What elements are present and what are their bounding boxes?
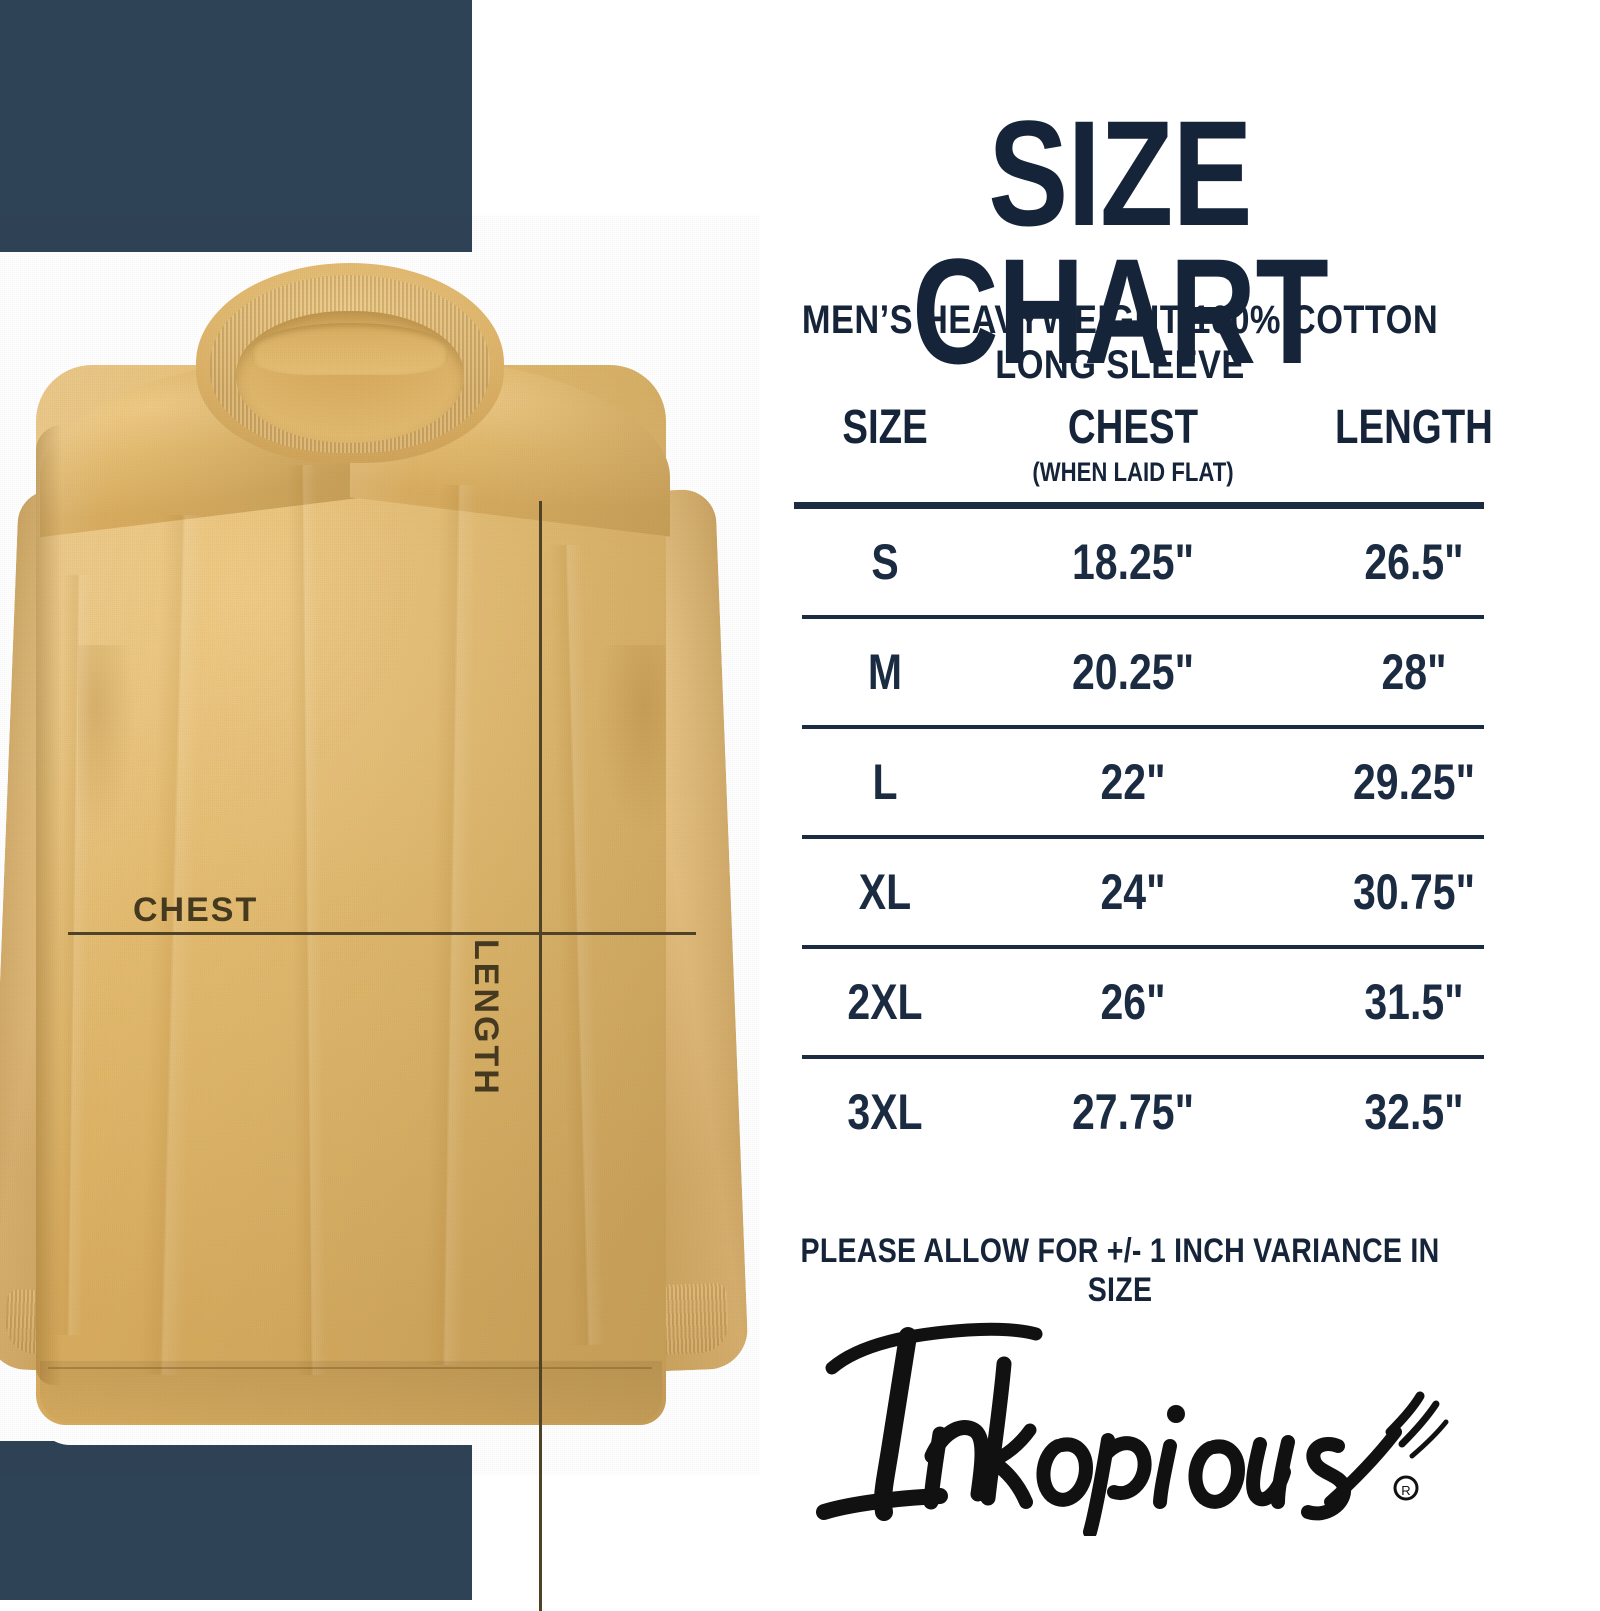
column-note-chest: (WHEN LAID FLAT) — [1032, 457, 1234, 487]
cell-chest: 24" — [1100, 864, 1166, 920]
page-title: SIZE CHART — [912, 89, 1329, 395]
cell-length: 31.5" — [1364, 974, 1464, 1030]
garment-photo: CHEST LENGTH — [0, 215, 774, 1611]
cell-length: 29.25" — [1352, 754, 1476, 810]
table-row: M 20.25" 28" — [780, 619, 1552, 725]
table-row: XL 24" 30.75" — [780, 839, 1552, 945]
column-header-chest: CHEST — [1067, 401, 1199, 454]
cell-size: 2XL — [847, 974, 923, 1030]
cell-length: 32.5" — [1364, 1084, 1464, 1140]
cell-size: L — [872, 754, 898, 810]
table-header-row: SIZE CHEST LENGTH — [780, 400, 1552, 455]
size-table: SIZE CHEST LENGTH (WHEN LAID FLAT) S 18.… — [780, 400, 1552, 1165]
cell-chest: 18.25" — [1071, 534, 1195, 590]
column-header-size: SIZE — [842, 401, 928, 454]
table-row-divider — [802, 1055, 1484, 1059]
table-header-rule — [794, 502, 1484, 509]
variance-disclaimer: PLEASE ALLOW FOR +/- 1 INCH VARIANCE IN … — [800, 1232, 1440, 1309]
table-row-divider — [802, 615, 1484, 619]
cell-length: 30.75" — [1352, 864, 1476, 920]
navy-accent-block-bottom — [0, 1441, 472, 1600]
table-row: L 22" 29.25" — [780, 729, 1552, 835]
table-row: 3XL 27.75" 32.5" — [780, 1059, 1552, 1165]
cell-chest: 22" — [1100, 754, 1166, 810]
inkopious-brand-logo: R — [790, 1306, 1470, 1536]
table-header-note-row: (WHEN LAID FLAT) — [780, 455, 1552, 488]
length-measurement-line — [539, 501, 542, 1611]
long-sleeve-shirt-illustration — [0, 215, 760, 1475]
armpit-shadow-left — [78, 645, 168, 945]
registered-trademark-icon: R — [1393, 1475, 1419, 1501]
cell-length: 28" — [1381, 644, 1447, 700]
armpit-shadow-right — [556, 645, 666, 945]
torso-edge-shadow — [36, 425, 62, 1385]
cell-size: 3XL — [847, 1084, 923, 1140]
length-measurement-label: LENGTH — [467, 939, 505, 1097]
table-row-divider — [802, 835, 1484, 839]
cell-chest: 27.75" — [1071, 1084, 1195, 1140]
cell-length: 26.5" — [1364, 534, 1464, 590]
table-row: S 18.25" 26.5" — [780, 509, 1552, 615]
shirt-hem — [40, 1361, 662, 1423]
table-row-divider — [802, 725, 1484, 729]
column-header-length: LENGTH — [1335, 401, 1493, 454]
shirt-torso — [36, 365, 666, 1425]
size-chart-panel: SIZE CHART MEN’S HEAVYWEIGHT 100% COTTON… — [720, 0, 1600, 1600]
cell-size: M — [867, 644, 903, 700]
chest-measurement-line — [68, 932, 696, 935]
table-row: 2XL 26" 31.5" — [780, 949, 1552, 1055]
inner-neck-tape — [252, 323, 448, 375]
page-subtitle: MEN’S HEAVYWEIGHT 100% COTTON LONG SLEEV… — [801, 298, 1439, 387]
table-row-divider — [802, 945, 1484, 949]
svg-text:R: R — [1401, 1483, 1410, 1498]
chest-measurement-label: CHEST — [133, 891, 259, 929]
hem-stitch-line — [48, 1367, 652, 1369]
cell-size: S — [871, 534, 899, 590]
navy-accent-block-top — [0, 0, 472, 252]
cell-chest: 20.25" — [1071, 644, 1195, 700]
cell-size: XL — [858, 864, 912, 920]
cell-chest: 26" — [1100, 974, 1166, 1030]
